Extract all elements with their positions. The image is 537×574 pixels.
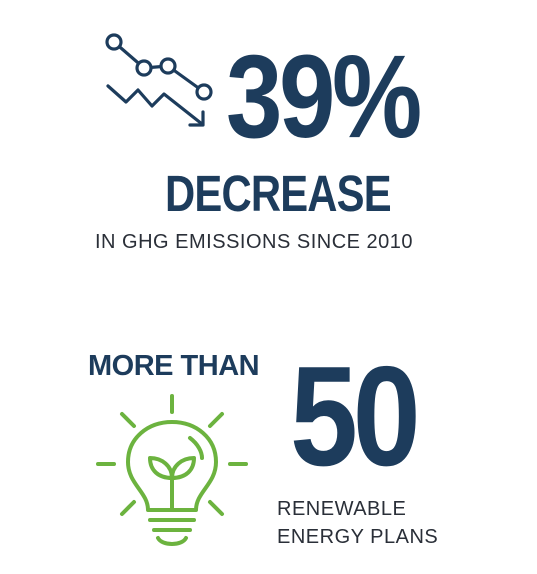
- stat-value-percent: 39%: [226, 31, 422, 163]
- decreasing-trend-icon: [105, 33, 213, 127]
- stat-label-decrease: DECREASE: [165, 165, 392, 222]
- stat-value-count: 50: [290, 337, 421, 496]
- stat-caption-energy-plans: RENEWABLE ENERGY PLANS: [277, 495, 438, 551]
- stat-prefix-more-than: MORE THAN: [88, 350, 260, 382]
- light-bulb-plant-icon: [96, 394, 248, 546]
- stat-caption-line-2: ENERGY PLANS: [277, 526, 439, 548]
- stat-caption-emissions: IN GHG EMISSIONS SINCE 2010: [95, 231, 414, 253]
- stat-caption-line-1: RENEWABLE: [277, 498, 407, 520]
